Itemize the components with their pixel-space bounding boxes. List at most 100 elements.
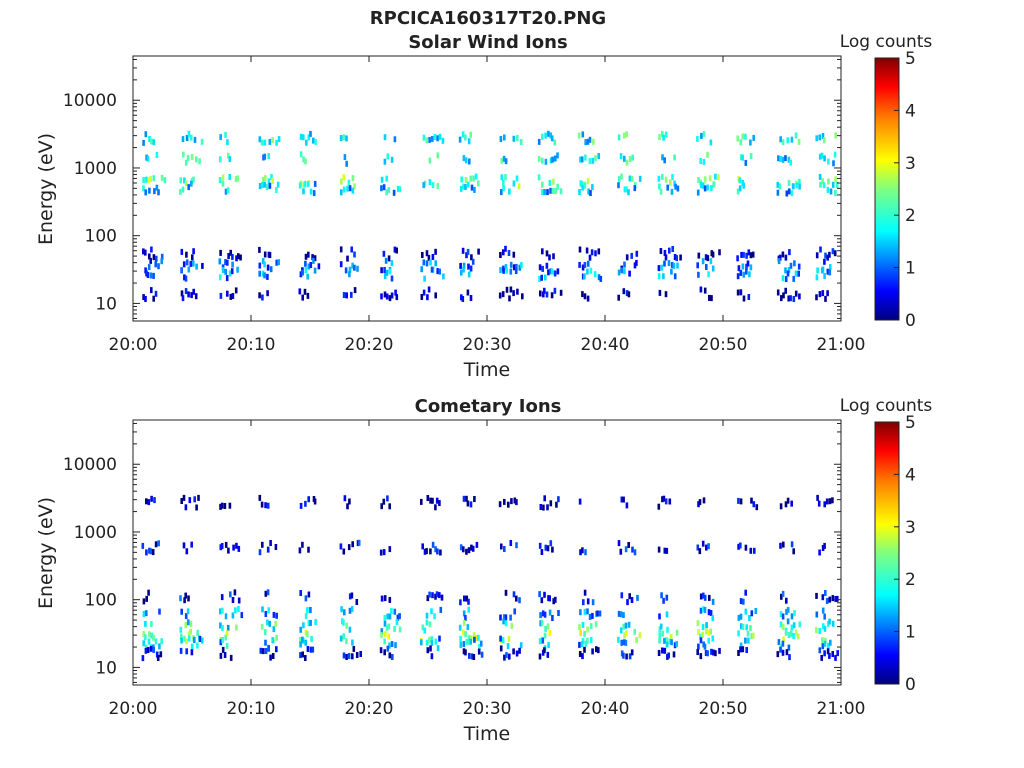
heatmap-cell [542, 291, 545, 298]
heatmap-cell [702, 606, 705, 613]
heatmap-cell [820, 152, 824, 159]
heatmap-cell [512, 591, 516, 598]
heatmap-cell [825, 597, 829, 604]
heatmap-cell [546, 189, 549, 196]
heatmap-cell [236, 266, 239, 273]
solar-wind-colorbar-ticks: 0 1 2 3 4 5 [894, 49, 916, 331]
heatmap-cell [503, 546, 506, 552]
heatmap-cell [426, 595, 430, 602]
heatmap-cell [347, 544, 351, 551]
heatmap-cell [788, 249, 791, 256]
heatmap-cell [658, 626, 662, 633]
heatmap-cell [591, 648, 594, 655]
heatmap-cell [539, 504, 543, 510]
heatmap-cell [829, 639, 832, 646]
heatmap-cell [264, 590, 268, 597]
heatmap-cell [622, 288, 626, 295]
x-tick-label: 20:20 [345, 699, 394, 719]
heatmap-cell [436, 548, 439, 555]
cometary-title: Cometary Ions [415, 396, 562, 417]
heatmap-cell [229, 591, 232, 598]
heatmap-cell [551, 188, 555, 194]
heatmap-cell [201, 262, 204, 269]
heatmap-cell [781, 139, 785, 146]
heatmap-cell [465, 548, 468, 555]
heatmap-cell [268, 252, 272, 259]
heatmap-cell [383, 595, 387, 602]
heatmap-cell [784, 287, 787, 294]
heatmap-cell [356, 265, 359, 272]
heatmap-cell [578, 261, 581, 268]
heatmap-cell [789, 159, 792, 166]
heatmap-cell [304, 260, 307, 267]
heatmap-cell [379, 549, 383, 556]
heatmap-cell [474, 635, 478, 641]
heatmap-cell [823, 155, 826, 162]
heatmap-cell [465, 595, 469, 602]
heatmap-cell [306, 646, 310, 652]
heatmap-cell [422, 259, 426, 266]
heatmap-cell [540, 549, 544, 555]
heatmap-cell [462, 155, 466, 162]
heatmap-cell [547, 130, 550, 137]
heatmap-cell [673, 254, 677, 260]
heatmap-cell [824, 590, 827, 596]
heatmap-cell [149, 257, 152, 264]
heatmap-cell [827, 158, 830, 165]
heatmap-cell [421, 624, 425, 631]
heatmap-cell [699, 637, 703, 644]
heatmap-cell [538, 591, 541, 598]
heatmap-cell [503, 134, 506, 141]
heatmap-cell [234, 287, 238, 294]
heatmap-cell [589, 623, 593, 630]
heatmap-cell [237, 545, 241, 552]
heatmap-cell [752, 501, 756, 508]
heatmap-cell [674, 183, 677, 190]
heatmap-cell [659, 188, 663, 195]
heatmap-cell [826, 268, 830, 275]
heatmap-cell [179, 647, 183, 654]
heatmap-cell [547, 642, 550, 649]
heatmap-cell [304, 629, 308, 636]
heatmap-cell [619, 548, 623, 555]
heatmap-cell [436, 152, 440, 159]
heatmap-cell [145, 154, 148, 161]
heatmap-cell [190, 292, 193, 299]
heatmap-cell [781, 251, 785, 258]
cometary-heatmap [141, 494, 839, 662]
heatmap-cell [625, 131, 628, 138]
heatmap-cell [181, 136, 185, 143]
heatmap-cell [787, 267, 791, 273]
heatmap-cell [220, 543, 224, 549]
heatmap-cell [459, 635, 462, 642]
heatmap-cell [547, 269, 550, 276]
heatmap-cell [426, 294, 429, 301]
heatmap-cell [749, 139, 752, 146]
heatmap-cell [351, 187, 355, 194]
heatmap-cell [347, 653, 351, 659]
heatmap-cell [556, 152, 559, 159]
heatmap-cell [540, 597, 544, 604]
heatmap-cell [798, 178, 801, 185]
heatmap-cell [584, 549, 587, 556]
heatmap-cell [821, 637, 824, 644]
heatmap-cell [228, 156, 232, 163]
heatmap-cell [594, 250, 597, 257]
heatmap-cell [711, 635, 715, 642]
heatmap-cell [434, 292, 437, 299]
heatmap-cell [258, 136, 262, 143]
heatmap-cell [664, 291, 668, 298]
heatmap-cell [705, 622, 708, 629]
heatmap-cell [785, 597, 788, 604]
heatmap-cell [513, 497, 517, 504]
heatmap-cell [200, 138, 204, 145]
heatmap-cell [745, 647, 748, 653]
heatmap-cell [425, 639, 429, 646]
heatmap-cell [263, 181, 267, 188]
heatmap-cell [664, 254, 668, 261]
heatmap-cell [345, 622, 348, 629]
heatmap-cell [627, 291, 631, 298]
heatmap-cell [742, 598, 745, 605]
heatmap-cell [152, 175, 156, 182]
heatmap-cell [823, 137, 826, 144]
